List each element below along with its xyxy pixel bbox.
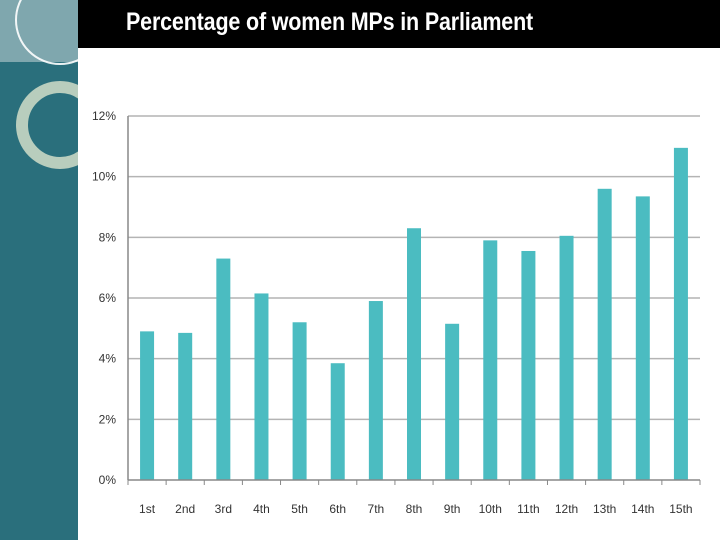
x-tick-label: 5th	[291, 502, 308, 516]
bars	[140, 147, 688, 481]
y-tick-label: 10%	[92, 170, 116, 184]
y-tick-label: 6%	[99, 291, 117, 305]
x-tick-label: 6th	[329, 502, 346, 516]
y-tick-labels: 0% 2% 4% 6% 8% 10% 12%	[92, 109, 116, 487]
x-tick-label: 12th	[555, 502, 578, 516]
bar-12th	[559, 235, 574, 480]
bar-4th	[254, 293, 269, 480]
bar-15th	[673, 147, 688, 480]
bar-2nd	[178, 332, 193, 480]
y-tick-label: 0%	[99, 473, 117, 487]
x-tick-label: 8th	[406, 502, 423, 516]
sidebar-panel	[0, 0, 78, 62]
bar-7th	[368, 301, 383, 480]
x-tick-label: 10th	[479, 502, 502, 516]
y-tick-label: 4%	[99, 352, 117, 366]
x-tick-label: 11th	[517, 502, 539, 516]
x-tick-label: 3rd	[215, 502, 232, 516]
x-tick-label: 1st	[139, 502, 156, 516]
bar-14th	[635, 196, 650, 480]
bar-13th	[597, 188, 612, 481]
sidebar-decoration	[0, 0, 78, 540]
x-tick-label: 4th	[253, 502, 270, 516]
y-tick-label: 8%	[99, 230, 117, 244]
bar-9th	[445, 323, 460, 480]
x-tick-label: 2nd	[175, 502, 195, 516]
slide-title: Percentage of women MPs in Parliament	[126, 8, 534, 36]
x-tick-label: 13th	[593, 502, 616, 516]
y-tick-label: 2%	[99, 412, 117, 426]
decorative-circles-icon	[15, 0, 78, 169]
bar-8th	[407, 228, 421, 480]
y-tick-label: 12%	[92, 109, 116, 123]
bar-5th	[292, 322, 307, 480]
x-tick-labels: 1st 2nd 3rd 4th 5th 6th 7th 8th 9th 10th 11th 12th 1…	[139, 502, 693, 516]
x-tick-label: 9th	[444, 502, 461, 516]
bar-1st	[140, 331, 155, 480]
bar-6th	[330, 363, 345, 480]
title-bar	[78, 0, 720, 48]
x-tick-label: 15th	[669, 502, 692, 516]
bar-3rd	[216, 258, 231, 480]
x-tick-label: 7th	[368, 502, 385, 516]
bar-10th	[483, 240, 498, 480]
x-tick-label: 14th	[631, 502, 654, 516]
axes	[127, 116, 701, 485]
bar-11th	[521, 250, 536, 480]
